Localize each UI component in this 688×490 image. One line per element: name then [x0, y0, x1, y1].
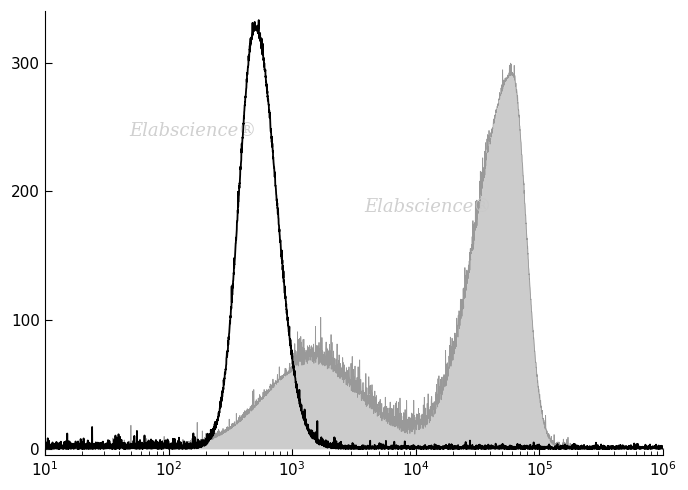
Text: Elabscience®: Elabscience® [129, 122, 257, 140]
Text: Elabscience®: Elabscience® [365, 197, 492, 216]
